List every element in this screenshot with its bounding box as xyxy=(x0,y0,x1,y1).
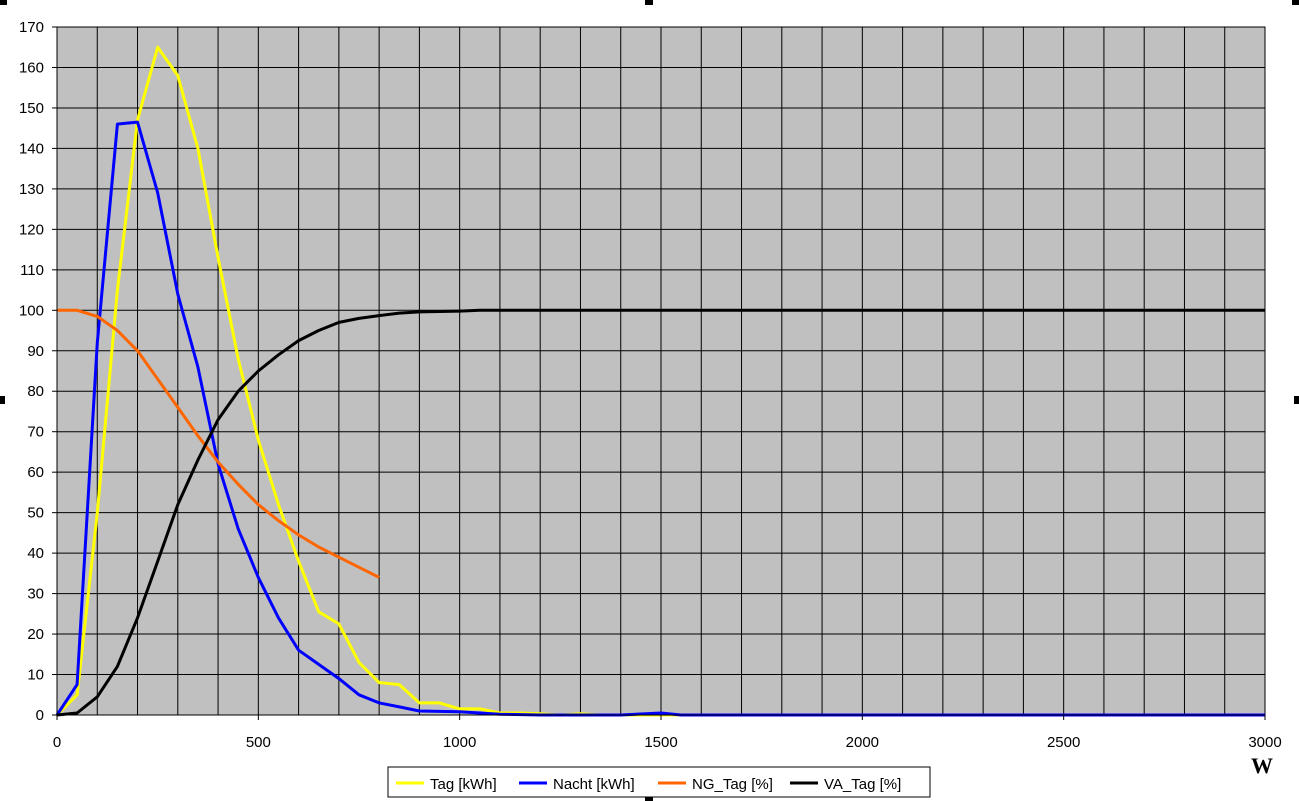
x-axis-unit-label: W xyxy=(1251,753,1273,778)
y-tick-label: 20 xyxy=(27,626,44,643)
x-tick-label: 500 xyxy=(246,734,271,751)
y-tick-label: 40 xyxy=(27,545,44,562)
legend: Tag [kWh] Nacht [kWh] NG_Tag [%] VA_Tag [%] xyxy=(387,766,931,798)
series-line-2 xyxy=(57,308,380,579)
y-tick-label: 0 xyxy=(36,707,44,724)
x-tick-label: 3000 xyxy=(1248,734,1281,751)
legend-label-1: Nacht [kWh] xyxy=(553,776,635,793)
y-tick-label: 170 xyxy=(19,19,44,36)
series-line-3 xyxy=(56,308,1265,717)
y-tick-label: 100 xyxy=(19,302,44,319)
plot-area xyxy=(56,26,1266,716)
selection-handle-middle-right[interactable] xyxy=(1294,396,1299,404)
x-tick-label: 0 xyxy=(53,734,61,751)
axis-layer: 0 10 20 30 40 50 60 70 80 90 100 110 120 130 140 150 160… xyxy=(19,19,1282,751)
y-tick-label: 110 xyxy=(20,262,44,279)
selection-handle-middle-left[interactable] xyxy=(0,396,5,404)
legend-label-0: Tag [kWh] xyxy=(430,776,497,793)
legend-label-2: NG_Tag [%] xyxy=(692,776,773,793)
x-tick-label: 2000 xyxy=(846,734,879,751)
selection-handle-top-center[interactable] xyxy=(645,0,653,5)
y-tick-label: 60 xyxy=(27,464,44,481)
y-tick-label: 30 xyxy=(27,586,44,603)
y-tick-label: 70 xyxy=(27,424,44,441)
y-tick-label: 140 xyxy=(19,140,44,157)
selection-handle-top-left[interactable] xyxy=(0,0,7,5)
x-tick-label: 1000 xyxy=(443,734,476,751)
y-tick-label: 10 xyxy=(27,667,44,684)
y-tick-label: 50 xyxy=(27,505,44,522)
y-tick-label: 80 xyxy=(27,383,44,400)
x-tick-label: 1500 xyxy=(644,734,677,751)
y-tick-label: 90 xyxy=(27,343,44,360)
y-tick-label: 130 xyxy=(19,181,44,198)
selection-handle-bottom-center[interactable] xyxy=(645,796,653,801)
selection-handle-top-right[interactable] xyxy=(1292,0,1299,5)
y-tick-label: 160 xyxy=(19,59,44,76)
y-tick-label: 150 xyxy=(19,100,44,117)
x-tick-label: 2500 xyxy=(1047,734,1080,751)
y-tick-label: 120 xyxy=(19,221,44,238)
legend-label-3: VA_Tag [%] xyxy=(824,776,901,793)
